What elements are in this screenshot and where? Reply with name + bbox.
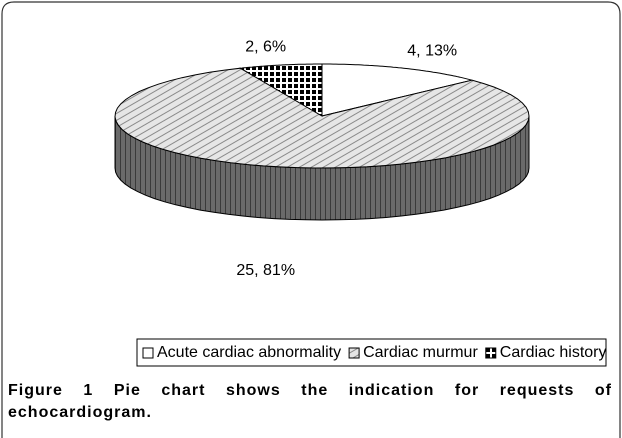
data-label: 4, 13% [407,43,457,60]
caption: Figure 1 Pie chart shows the indication … [8,380,612,424]
legend-label: Acute cardiac abnormality [157,344,341,361]
data-label: 25, 81% [236,262,295,279]
legend-swatch [142,347,154,359]
legend-label: Cardiac murmur [363,344,478,361]
caption-text: Pie chart shows the indication for reque… [8,382,613,421]
legend-swatch [348,347,360,359]
legend-box [136,338,607,367]
legend-label: Cardiac history [500,344,607,361]
legend-swatch [485,347,497,359]
caption-label: Figure 1 [8,382,94,399]
slice [321,63,473,117]
slice [114,67,530,169]
data-label: 2, 6% [245,38,286,55]
slice [238,63,323,117]
